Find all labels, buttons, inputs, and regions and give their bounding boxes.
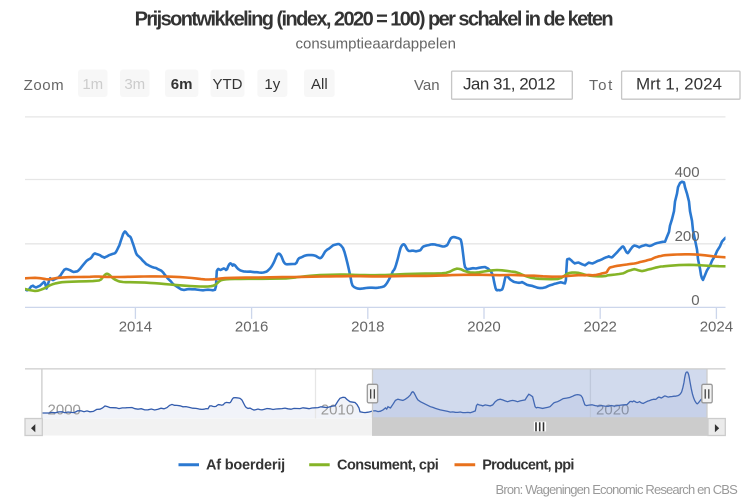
- svg-text:2010: 2010: [321, 401, 354, 418]
- svg-text:Bron: Wageningen Economic Rese: Bron: Wageningen Economic Research en CB…: [496, 482, 739, 497]
- svg-text:2022: 2022: [584, 318, 617, 335]
- svg-text:3m: 3m: [124, 76, 145, 93]
- svg-text:2000: 2000: [48, 401, 81, 418]
- svg-text:2020: 2020: [467, 318, 500, 335]
- svg-text:6m: 6m: [171, 76, 193, 93]
- svg-text:Tot: Tot: [589, 77, 613, 94]
- svg-text:Van: Van: [414, 77, 440, 94]
- svg-text:Consument, cpi: Consument, cpi: [337, 457, 439, 473]
- svg-text:consumptieaardappelen: consumptieaardappelen: [295, 35, 456, 52]
- svg-text:YTD: YTD: [213, 76, 243, 93]
- svg-text:0: 0: [691, 292, 699, 309]
- svg-text:Mrt 1, 2024: Mrt 1, 2024: [636, 74, 722, 93]
- svg-text:Zoom: Zoom: [24, 77, 64, 94]
- svg-text:Af boerderij: Af boerderij: [206, 457, 285, 473]
- svg-text:All: All: [311, 76, 328, 93]
- svg-text:Jan 31, 2012: Jan 31, 2012: [463, 74, 556, 93]
- svg-text:Producent, ppi: Producent, ppi: [482, 457, 574, 473]
- svg-text:2014: 2014: [119, 318, 152, 335]
- svg-text:1m: 1m: [82, 76, 103, 93]
- svg-text:1y: 1y: [264, 76, 280, 93]
- svg-text:2018: 2018: [351, 318, 384, 335]
- svg-text:200: 200: [675, 228, 700, 245]
- svg-text:Prijsontwikkeling (index, 2020: Prijsontwikkeling (index, 2020 = 100) pe…: [135, 8, 614, 30]
- svg-text:2024: 2024: [700, 318, 733, 335]
- svg-text:400: 400: [675, 164, 700, 181]
- svg-text:2016: 2016: [235, 318, 268, 335]
